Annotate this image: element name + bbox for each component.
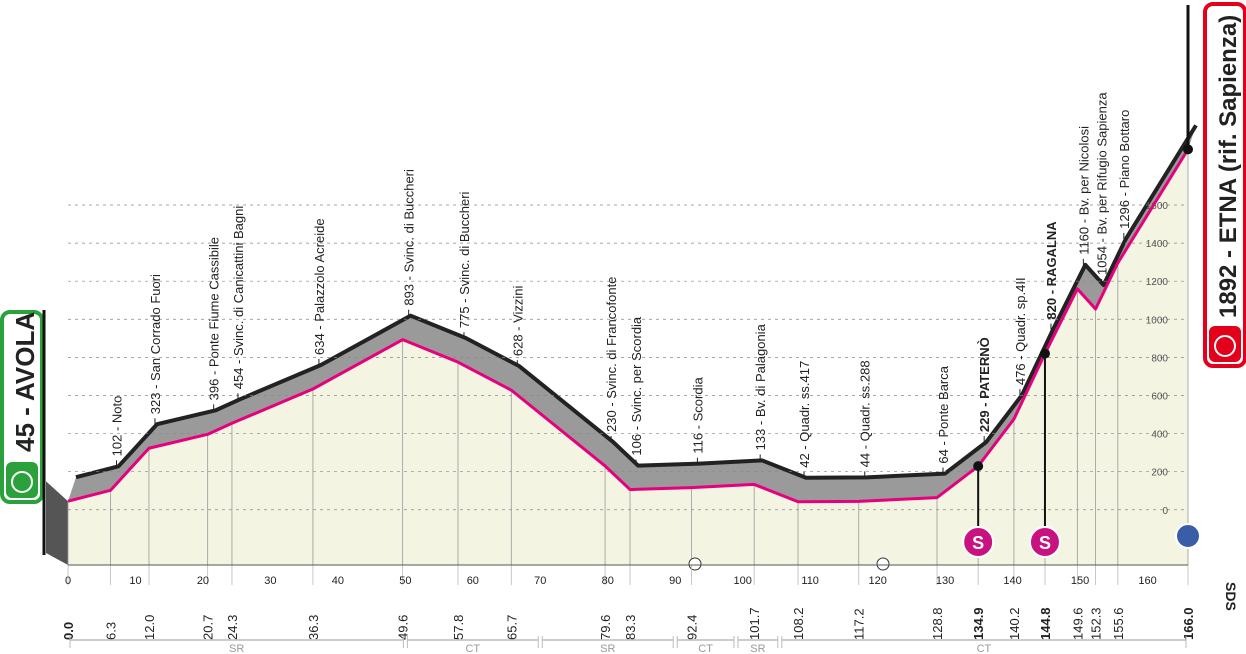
km-label: 36.3: [306, 615, 321, 640]
waypoint-label: 116 - Scordia: [690, 377, 705, 454]
y-tick-label: 0: [1162, 506, 1168, 517]
feed-icon: [876, 557, 890, 571]
province-label: CT: [465, 643, 480, 654]
km-label: 101.7: [747, 607, 762, 640]
x-tick-label: 70: [534, 575, 546, 587]
y-tick-label: 800: [1151, 353, 1168, 364]
finish-dot: [1183, 144, 1193, 155]
waypoint-label: 634 - Palazzolo Acreide: [312, 218, 327, 355]
waypoint-label: 64 - Ponte Barca: [936, 365, 951, 463]
x-tick-label: 60: [467, 575, 479, 587]
sprint-dot: [973, 461, 984, 472]
km-label: 155.6: [1111, 607, 1126, 640]
sprint-marker: [962, 526, 995, 558]
y-tick-label: 1200: [1146, 277, 1169, 288]
y-tick-label: 1600: [1146, 201, 1169, 212]
relief-edge: [75, 124, 1198, 480]
x-tick-label: 130: [936, 575, 954, 587]
waypoint-label: 229 - PATERNÒ: [977, 337, 992, 432]
profile-line: [67, 148, 1190, 504]
km-label: 49.6: [396, 615, 411, 640]
x-tick-label: 150: [1071, 575, 1089, 587]
waypoint-label: 106 - Svinc. per Scordia: [629, 316, 644, 456]
waypoint-label: 820 - RAGALNA: [1044, 221, 1059, 320]
province-label: CT: [698, 643, 713, 654]
x-tick-label: 90: [669, 575, 681, 587]
sprint-label: S: [1039, 533, 1051, 553]
y-tick-label: 1400: [1146, 239, 1169, 250]
x-tick-label: 160: [1138, 575, 1156, 587]
waypoint-label: 476 - Quadr. sp.4II: [1013, 277, 1028, 385]
waypoint-label: 396 - Ponte Fiume Cassibile: [207, 237, 222, 400]
sprint-dot: [1039, 348, 1050, 359]
x-tick-label: 100: [734, 575, 752, 587]
sprint-marker: [1028, 526, 1061, 558]
x-tick-label: 140: [1003, 575, 1021, 587]
km-label: 12.0: [142, 615, 157, 640]
waypoint-label: 44 - Quadr. ss.288: [858, 360, 873, 467]
km-label: 134.9: [971, 607, 986, 640]
y-tick-label: 200: [1151, 468, 1168, 479]
province-label: CT: [977, 643, 992, 654]
km-label: 152.3: [1089, 607, 1104, 640]
waypoint-label: 133 - Bv. di Palagonia: [753, 323, 768, 450]
province-label: SR: [750, 643, 765, 654]
waypoint-label: 230 - Svinc. di Francofonte: [604, 277, 619, 432]
y-tick-label: 400: [1151, 430, 1168, 441]
province-label: SR: [229, 643, 244, 654]
bike-icon: [1214, 335, 1236, 357]
bike-icon: [11, 471, 33, 493]
y-tick-label: 600: [1151, 391, 1168, 402]
km-label: 65.7: [504, 615, 519, 640]
waypoint-label: 1296 - Piano Bottaro: [1117, 110, 1132, 229]
sds-label: SDS: [1223, 582, 1239, 611]
km-label: 128.8: [930, 607, 945, 640]
waypoint-label: 454 - Svinc. di Canicattini Bagni: [231, 206, 246, 390]
km-label: 92.4: [684, 615, 699, 640]
x-tick-label: 10: [129, 575, 141, 587]
x-tick-label: 80: [602, 575, 614, 587]
waypoint-label: 628 - Vizzini: [510, 285, 525, 356]
start-box: [0, 310, 44, 504]
km-label: 0.0: [61, 622, 76, 640]
km-label: 24.3: [225, 615, 240, 640]
waypoint-label: 323 - San Corrado Fuori: [148, 274, 163, 414]
waypoint-label: 893 - Svinc. di Buccheri: [402, 169, 417, 306]
waypoint-label: 102 - Noto: [110, 396, 125, 457]
sprint-label: S: [972, 533, 984, 553]
x-tick-label: 30: [264, 575, 276, 587]
x-tick-label: 50: [399, 575, 411, 587]
x-tick-label: 110: [801, 575, 819, 587]
finish-box: [1203, 2, 1246, 368]
km-label: 20.7: [201, 615, 216, 640]
y-tick-label: 1000: [1146, 315, 1169, 326]
km-label: 140.2: [1007, 607, 1022, 640]
km-label: 57.8: [451, 615, 466, 640]
waypoint-label: 1054 - Bv. per Rifugio Sapienza: [1095, 92, 1110, 275]
waypoint-label: 775 - Svinc. di Buccheri: [457, 191, 472, 328]
x-tick-label: 0: [65, 575, 71, 587]
relief-side: [46, 481, 68, 565]
km-label: 144.8: [1038, 607, 1053, 640]
km-label: 149.6: [1070, 607, 1085, 640]
km-label: 166.0: [1181, 607, 1196, 640]
km-label: 117.2: [852, 608, 867, 640]
km-label: 79.6: [598, 615, 613, 640]
profile-area: [68, 149, 1188, 565]
x-tick-label: 40: [332, 575, 344, 587]
feed-icon: [688, 557, 702, 571]
x-tick-label: 20: [197, 575, 209, 587]
start-label: 45 - AVOLA: [10, 312, 40, 452]
finish-label: 1892 - ETNA (rif. Sapienza): [1215, 15, 1242, 318]
km-label: 108.2: [791, 607, 806, 640]
km-label: 83.3: [623, 615, 638, 640]
province-label: SR: [600, 643, 615, 654]
waypoint-label: 42 - Quadr. ss.417: [797, 361, 812, 468]
waypoint-label: 1160 - Bv. per Nicolosi: [1076, 126, 1091, 255]
km-label: 6.3: [104, 622, 119, 640]
x-tick-label: 120: [868, 575, 886, 587]
finish-marker: [1175, 523, 1201, 549]
